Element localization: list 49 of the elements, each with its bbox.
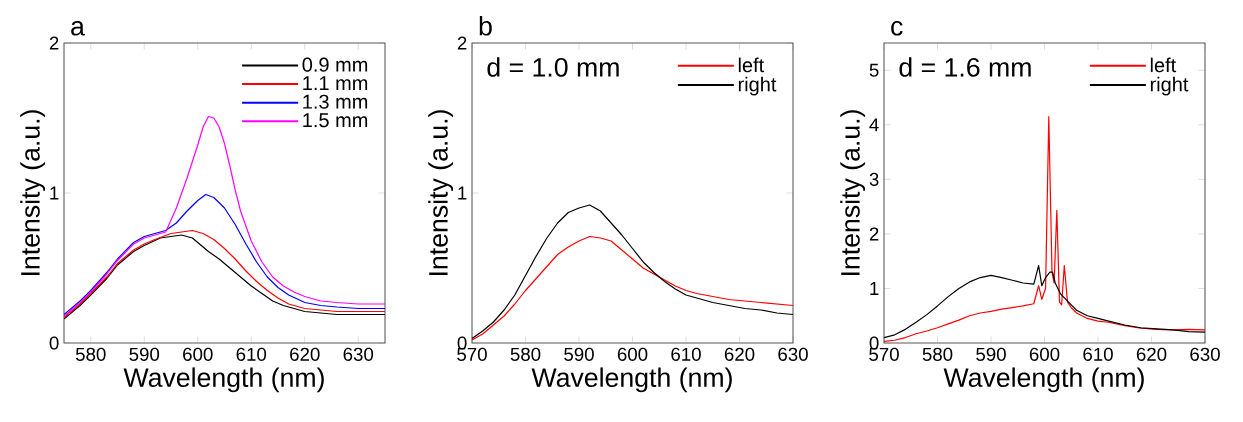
- x-tick-label: 580: [922, 347, 953, 361]
- y-tick-label: 5: [869, 63, 879, 77]
- x-tick-label: 630: [778, 347, 808, 361]
- x-tick-label: 620: [724, 347, 755, 361]
- x-tick-label: 620: [1136, 347, 1167, 361]
- x-tick-label: 590: [976, 347, 1006, 361]
- y-tick-label: 4: [869, 118, 879, 132]
- y-tick-label: 0: [49, 336, 59, 350]
- x-tick-label: 630: [343, 347, 374, 361]
- x-tick-label: 620: [290, 347, 320, 361]
- y-axis-title: Intensity (a.u.): [840, 110, 866, 276]
- x-tick-label: 580: [75, 347, 106, 361]
- x-tick-label: 590: [129, 347, 160, 361]
- legend-label: right: [1150, 76, 1189, 96]
- legend-label: left: [1150, 57, 1177, 73]
- x-tick-label: 600: [617, 347, 648, 361]
- x-axis-title: Wavelength (nm): [531, 367, 732, 393]
- y-tick-label: 2: [49, 36, 59, 50]
- annotation: d = 1.6 mm: [899, 57, 1031, 77]
- x-tick-label: 590: [564, 347, 594, 361]
- y-tick-label: 1: [458, 186, 467, 200]
- chart-title: c: [891, 21, 903, 36]
- x-tick-label: 630: [1190, 347, 1220, 361]
- legend-label: 1.3 mm: [303, 94, 368, 109]
- y-tick-label: 3: [869, 172, 879, 186]
- x-axis-title: Wavelength (nm): [943, 367, 1144, 393]
- x-tick-label: 600: [183, 347, 213, 361]
- y-axis-title: Intensity (a.u.): [20, 110, 46, 276]
- chart-title: a: [71, 21, 85, 36]
- y-tick-label: 2: [869, 227, 879, 241]
- x-tick-label: 610: [236, 347, 267, 361]
- x-tick-label: 610: [1083, 347, 1113, 361]
- line-series: [884, 116, 1206, 342]
- x-axis-title: Wavelength (nm): [123, 367, 324, 393]
- line-series: [884, 264, 1206, 339]
- x-tick-label: 610: [671, 347, 701, 361]
- legend-label: right: [738, 76, 777, 96]
- annotation: d = 1.0 mm: [487, 57, 619, 77]
- y-tick-label: 1: [50, 186, 59, 200]
- x-tick-label: 580: [510, 347, 541, 361]
- x-tick-label: 600: [1029, 347, 1060, 361]
- y-axis-title: Intensity (a.u.): [428, 110, 454, 276]
- legend-label: 1.5 mm: [303, 113, 368, 128]
- legend-label: left: [738, 57, 765, 73]
- legend-label: 0.9 mm: [302, 57, 368, 72]
- y-tick-label: 2: [457, 36, 467, 50]
- y-tick-label: 1: [870, 282, 879, 295]
- chart-title: b: [479, 16, 492, 36]
- legend-label: 1.1 mm: [303, 76, 368, 90]
